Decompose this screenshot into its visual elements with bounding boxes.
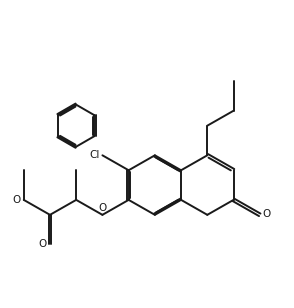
Text: Cl: Cl — [89, 150, 99, 160]
Text: O: O — [39, 239, 47, 249]
Text: O: O — [262, 209, 271, 218]
Text: O: O — [98, 203, 106, 213]
Text: O: O — [12, 195, 21, 205]
